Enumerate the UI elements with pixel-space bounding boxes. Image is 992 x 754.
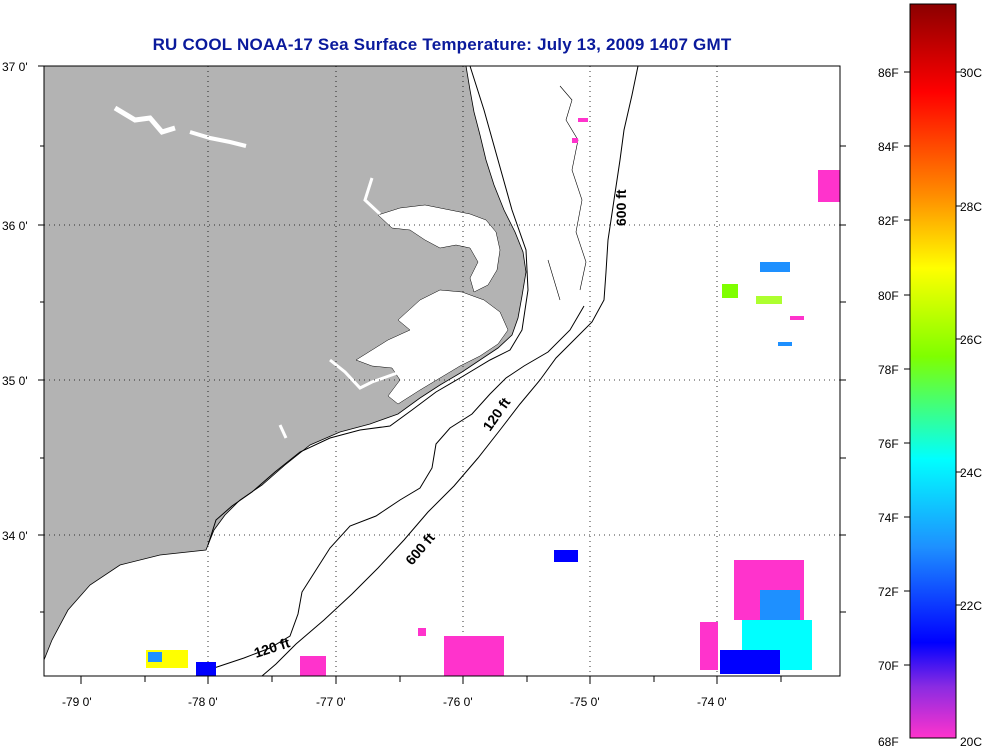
frame-ticks bbox=[38, 65, 846, 684]
colorbar bbox=[909, 3, 957, 739]
lat-label-35: 35 0' bbox=[2, 374, 28, 388]
pamlico-sound bbox=[355, 289, 509, 405]
lat-label-36: 36 0' bbox=[2, 219, 28, 233]
lat-label-37: 37 0' bbox=[2, 60, 28, 74]
cb-f-84: 84F bbox=[878, 140, 899, 154]
cb-c-20: 20C bbox=[960, 735, 982, 749]
sst-data-patches bbox=[146, 118, 840, 676]
colorbar-ticks bbox=[904, 71, 962, 666]
lat-label-34: 34 0' bbox=[2, 529, 28, 543]
albemarle-sound bbox=[377, 204, 501, 293]
lon-label-74: -74 0' bbox=[697, 695, 727, 709]
cb-f-82: 82F bbox=[878, 214, 899, 228]
lon-label-79: -79 0' bbox=[62, 695, 92, 709]
river-3 bbox=[363, 177, 382, 216]
cb-f-74: 74F bbox=[878, 511, 899, 525]
map-title: RU COOL NOAA-17 Sea Surface Temperature:… bbox=[152, 35, 732, 54]
lon-label-78: -78 0' bbox=[188, 695, 218, 709]
graticule bbox=[44, 66, 840, 676]
river-5 bbox=[278, 424, 288, 439]
cb-f-80: 80F bbox=[878, 289, 899, 303]
lon-label-76: -76 0' bbox=[443, 695, 473, 709]
lon-label-77: -77 0' bbox=[316, 695, 346, 709]
river-4 bbox=[329, 358, 401, 390]
barrier-islands bbox=[207, 66, 529, 546]
lon-label-75: -75 0' bbox=[570, 695, 600, 709]
isobath-600ft bbox=[261, 66, 639, 676]
cb-c-24: 24C bbox=[960, 466, 982, 480]
shoals bbox=[547, 85, 587, 301]
cb-f-68: 68F bbox=[878, 735, 899, 749]
cb-c-28: 28C bbox=[960, 200, 982, 214]
isobath-120ft bbox=[195, 305, 585, 676]
isobath-label-600ft-north: 600 ft bbox=[613, 189, 629, 226]
cb-f-78: 78F bbox=[878, 363, 899, 377]
cb-f-86: 86F bbox=[878, 66, 899, 80]
cb-c-26: 26C bbox=[960, 333, 982, 347]
river-2 bbox=[189, 130, 247, 148]
cb-f-72: 72F bbox=[878, 585, 899, 599]
cb-f-70: 70F bbox=[878, 659, 899, 673]
river-1 bbox=[113, 105, 176, 135]
cb-c-22: 22C bbox=[960, 599, 982, 613]
cb-c-30: 30C bbox=[960, 66, 982, 80]
cb-f-76: 76F bbox=[878, 437, 899, 451]
map-frame bbox=[43, 65, 841, 677]
